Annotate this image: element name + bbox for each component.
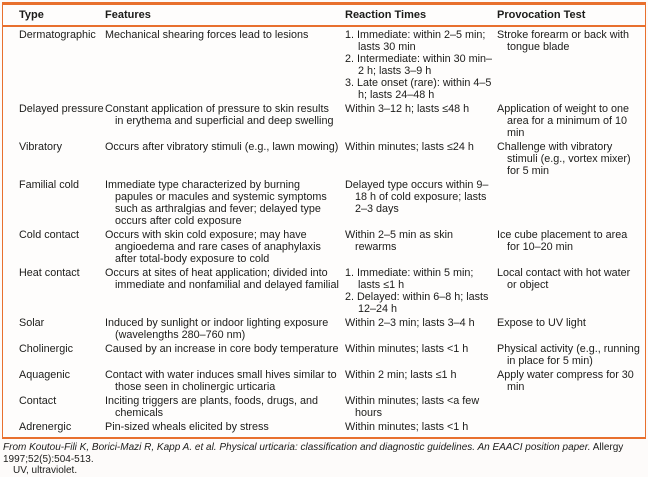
cell-features: Mechanical shearing forces lead to lesio… [105,29,309,41]
cell-reaction: Within 2 min; lasts ≤1 h [345,369,497,393]
cell-provocation: Application of weight to one area for a … [497,103,630,139]
cell-provocation [497,395,641,419]
cell-provocation [497,179,641,227]
cell-features: Inciting triggers are plants, foods, dru… [105,395,319,419]
reaction-item: Delayed type occurs within 9–18 h of col… [345,179,489,215]
cell-provocation: Expose to UV light [497,317,586,329]
urticaria-classification-table: Type Features Reaction Times Provocation… [2,2,646,439]
cell-type: Vibratory [19,141,63,153]
table-row: Familial cold Immediate type characteriz… [19,177,641,227]
cell-features: Occurs after vibratory stimuli (e.g., la… [105,141,339,153]
table-row: Adrenergic Pin-sized wheals elicited by … [19,419,641,433]
reaction-item: Within minutes; lasts ≤24 h [345,141,474,153]
table-row: Contact Inciting triggers are plants, fo… [19,393,641,419]
cell-type: Cholinergic [19,343,74,355]
cell-provocation: Apply water compress for 30 min [497,369,634,393]
cell-reaction: Within 2–5 min as skin rewarms [345,229,497,265]
cell-type: Contact [19,395,57,407]
table-row: Vibratory Occurs after vibratory stimuli… [19,139,641,177]
cell-type: Delayed pressure [19,103,104,115]
table-row: Delayed pressure Constant application of… [19,101,641,139]
column-header-reaction-times: Reaction Times [345,9,427,21]
cell-features: Contact with water induces small hives s… [105,369,337,393]
table-row: Dermatographic Mechanical shearing force… [19,27,641,101]
citation-italic-part: From Koutou-Fili K, Borici-Mazi R, Kapp … [3,442,591,453]
cell-provocation [497,421,641,433]
table-row: Heat contact Occurs at sites of heat app… [19,265,641,315]
cell-type: Aquagenic [19,369,71,381]
reaction-item: 1. Immediate: within 5 min; lasts ≤1 h [345,267,474,291]
cell-reaction: Within minutes; lasts <1 h [345,343,497,367]
reaction-item: Within 2 min; lasts ≤1 h [345,369,457,381]
abbreviation-note: UV, ultraviolet. [13,465,78,476]
source-citation: From Koutou-Fili K, Borici-Mazi R, Kapp … [3,442,644,465]
reaction-item: Within minutes; lasts <a few hours [345,395,480,419]
cell-features: Induced by sunlight or indoor lighting e… [105,317,329,341]
cell-features: Occurs with skin cold exposure; may have… [105,229,321,265]
cell-reaction: Delayed type occurs within 9–18 h of col… [345,179,497,227]
cell-reaction: Within minutes; lasts <a few hours [345,395,497,419]
table-row: Aquagenic Contact with water induces sma… [19,367,641,393]
cell-provocation: Challenge with vibratory stimuli (e.g., … [497,141,631,177]
reaction-item: Within 2–3 min; lasts 3–4 h [345,317,475,329]
cell-features: Immediate type characterized by burning … [105,179,327,227]
cell-type: Adrenergic [19,421,72,433]
column-header-type: Type [19,9,44,21]
cell-reaction: 1. Immediate: within 2–5 min; lasts 30 m… [345,29,497,101]
cell-type: Cold contact [19,229,80,241]
reaction-item: Within minutes; lasts <1 h [345,421,469,433]
reaction-item: Within 3–12 h; lasts ≤48 h [345,103,470,115]
cell-reaction: Within minutes; lasts ≤24 h [345,141,497,177]
cell-features: Caused by an increase in core body tempe… [105,343,339,355]
reaction-item: 2. Intermediate: within 30 min–2 h; last… [345,53,493,77]
cell-type: Dermatographic [19,29,96,41]
table-row: Solar Induced by sunlight or indoor ligh… [19,315,641,341]
cell-features: Occurs at sites of heat application; div… [105,267,339,291]
cell-type: Familial cold [19,179,79,191]
cell-provocation: Physical activity (e.g., running in plac… [497,343,640,367]
column-header-provocation-test: Provocation Test [497,9,586,21]
cell-features: Pin-sized wheals elicited by stress [105,421,269,433]
reaction-item: Within minutes; lasts <1 h [345,343,469,355]
cell-provocation: Stroke forearm or back with tongue blade [497,29,630,53]
reaction-item: Within 2–5 min as skin rewarms [345,229,454,253]
table-row: Cholinergic Caused by an increase in cor… [19,341,641,367]
cell-reaction: 1. Immediate: within 5 min; lasts ≤1 h 2… [345,267,497,315]
column-header-features: Features [105,9,151,21]
table-row: Cold contact Occurs with skin cold expos… [19,227,641,265]
cell-features: Constant application of pressure to skin… [105,103,334,127]
cell-type: Heat contact [19,267,80,279]
cell-reaction: Within 3–12 h; lasts ≤48 h [345,103,497,139]
cell-type: Solar [19,317,45,329]
cell-provocation: Local contact with hot water or object [497,267,631,291]
table-header-row: Type Features Reaction Times Provocation… [3,5,645,27]
reaction-item: 1. Immediate: within 2–5 min; lasts 30 m… [345,29,486,53]
cell-provocation: Ice cube placement to area for 10–20 min [497,229,628,253]
cell-reaction: Within minutes; lasts <1 h [345,421,497,433]
cell-reaction: Within 2–3 min; lasts 3–4 h [345,317,497,341]
reaction-item: 2. Delayed: within 6–8 h; lasts 12–24 h [345,291,489,315]
reaction-item: 3. Late onset (rare): within 4–5 h; last… [345,77,492,101]
